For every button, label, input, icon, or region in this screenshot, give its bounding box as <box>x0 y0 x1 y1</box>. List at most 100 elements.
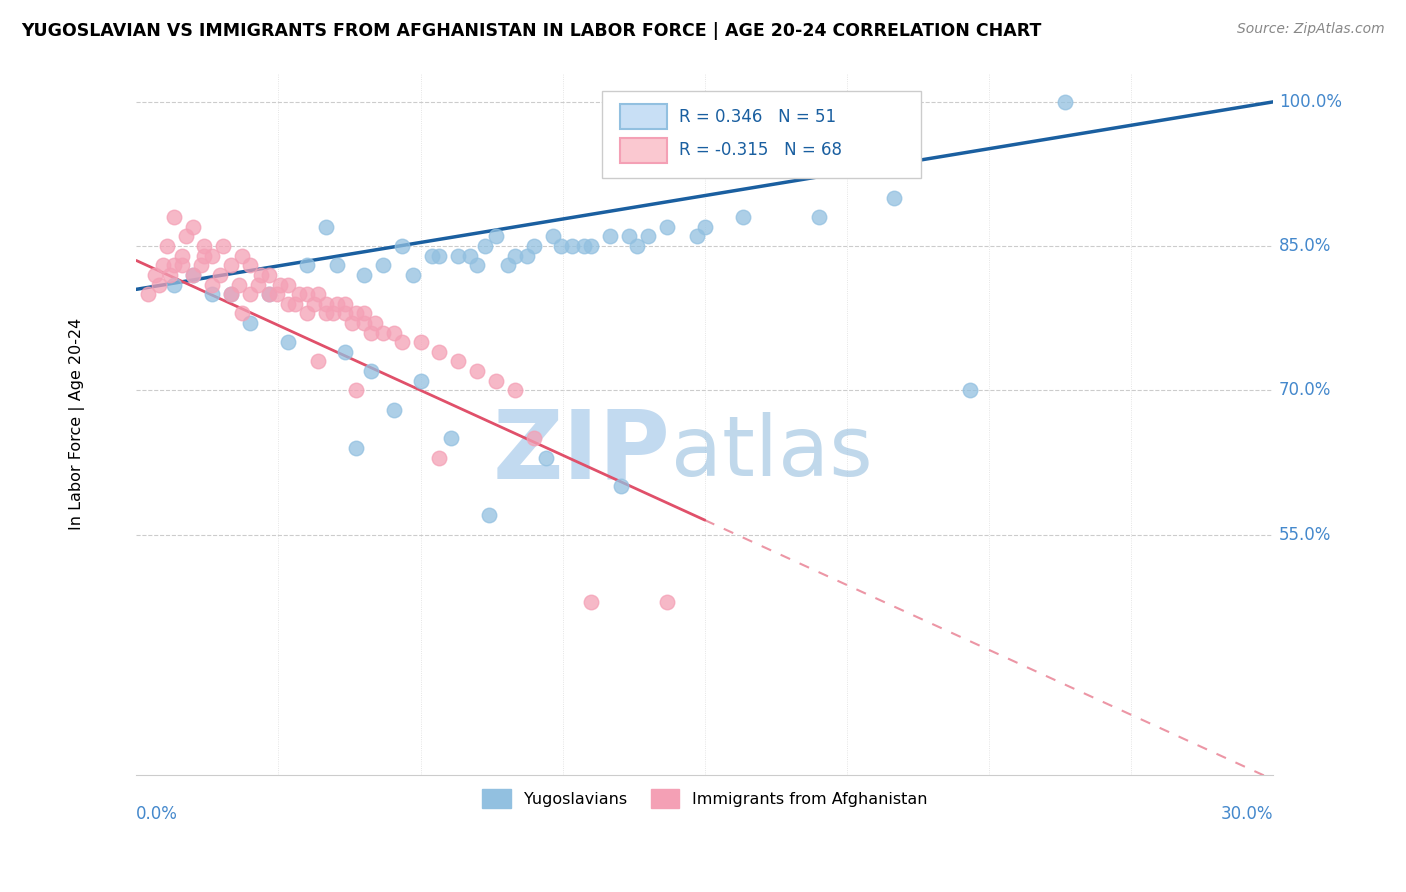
Point <box>344 306 367 320</box>
Point <box>655 219 678 234</box>
Point <box>250 268 273 282</box>
Point <box>239 258 262 272</box>
Point <box>181 268 204 282</box>
Point <box>152 258 174 272</box>
Point <box>143 268 166 282</box>
Point <box>959 384 981 398</box>
Point <box>478 508 501 523</box>
Point <box>201 287 224 301</box>
Text: R = 0.346   N = 51: R = 0.346 N = 51 <box>679 108 835 126</box>
Text: 85.0%: 85.0% <box>1279 237 1331 255</box>
Point <box>731 211 754 225</box>
Point <box>219 287 242 301</box>
Legend: Yugoslavians, Immigrants from Afghanistan: Yugoslavians, Immigrants from Afghanista… <box>474 780 935 816</box>
Text: 0.0%: 0.0% <box>136 805 179 823</box>
Point <box>599 229 621 244</box>
Point <box>257 268 280 282</box>
Point <box>231 306 253 320</box>
Point <box>655 595 678 609</box>
Point <box>523 239 546 253</box>
Point <box>295 287 318 301</box>
Point <box>360 364 382 378</box>
Text: ZIP: ZIP <box>494 406 671 499</box>
Point <box>307 354 329 368</box>
Point <box>257 287 280 301</box>
Point <box>333 306 356 320</box>
Point <box>219 287 242 301</box>
Point <box>382 402 405 417</box>
Point <box>364 316 387 330</box>
FancyBboxPatch shape <box>603 90 921 178</box>
Point <box>326 297 349 311</box>
Point <box>371 326 394 340</box>
Point <box>467 364 489 378</box>
Point <box>344 384 367 398</box>
Point <box>353 268 375 282</box>
Point <box>170 249 193 263</box>
Point <box>277 277 299 292</box>
Point <box>239 287 262 301</box>
Point <box>239 316 262 330</box>
Point <box>315 297 337 311</box>
Text: atlas: atlas <box>671 411 873 492</box>
Point <box>269 277 291 292</box>
Point <box>181 268 204 282</box>
Point <box>693 219 716 234</box>
Point <box>315 306 337 320</box>
Point <box>155 239 177 253</box>
Point <box>485 229 508 244</box>
Point <box>163 258 186 272</box>
Point <box>485 374 508 388</box>
Point <box>326 258 349 272</box>
Text: 70.0%: 70.0% <box>1279 381 1331 400</box>
Text: In Labor Force | Age 20-24: In Labor Force | Age 20-24 <box>69 318 86 530</box>
Point <box>201 249 224 263</box>
Point <box>467 258 489 272</box>
Point <box>193 239 215 253</box>
Point <box>391 239 413 253</box>
Point <box>353 306 375 320</box>
Point <box>409 335 432 350</box>
Point <box>219 258 242 272</box>
Point <box>458 249 481 263</box>
Point <box>295 258 318 272</box>
Point <box>440 431 463 445</box>
Text: YUGOSLAVIAN VS IMMIGRANTS FROM AFGHANISTAN IN LABOR FORCE | AGE 20-24 CORRELATIO: YUGOSLAVIAN VS IMMIGRANTS FROM AFGHANIST… <box>21 22 1042 40</box>
Point <box>496 258 519 272</box>
Point <box>170 258 193 272</box>
Point <box>1053 95 1076 109</box>
Point <box>201 277 224 292</box>
Point <box>304 297 326 311</box>
Point <box>193 249 215 263</box>
Point <box>610 479 633 493</box>
Point <box>333 297 356 311</box>
Point <box>174 229 197 244</box>
Point <box>474 239 496 253</box>
Point <box>288 287 311 301</box>
Point <box>307 287 329 301</box>
Point <box>360 326 382 340</box>
Text: Source: ZipAtlas.com: Source: ZipAtlas.com <box>1237 22 1385 37</box>
Point <box>148 277 170 292</box>
Point <box>159 268 181 282</box>
Point <box>333 344 356 359</box>
Point <box>371 258 394 272</box>
Point <box>315 219 337 234</box>
FancyBboxPatch shape <box>620 103 668 129</box>
Point <box>353 316 375 330</box>
Point <box>246 277 269 292</box>
Text: 100.0%: 100.0% <box>1279 93 1343 111</box>
Point <box>447 249 470 263</box>
Point <box>523 431 546 445</box>
Point <box>322 306 344 320</box>
Text: R = -0.315   N = 68: R = -0.315 N = 68 <box>679 141 842 159</box>
Point <box>277 297 299 311</box>
Point <box>163 211 186 225</box>
Point <box>257 287 280 301</box>
Point <box>807 211 830 225</box>
Point <box>420 249 443 263</box>
Point <box>447 354 470 368</box>
Point <box>266 287 288 301</box>
Point <box>429 344 451 359</box>
Point <box>277 335 299 350</box>
